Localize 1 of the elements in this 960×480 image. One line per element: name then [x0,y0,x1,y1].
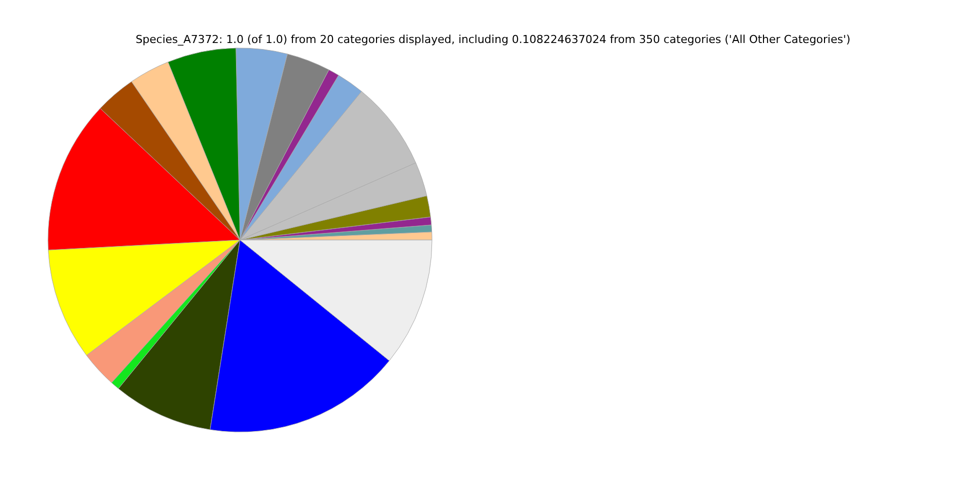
text: Species_A7372: 1.0 (of 1.0) from 20 categories displayed, including 0.108224637024 from 350 categories ('All Other Categories') [136,33,850,46]
